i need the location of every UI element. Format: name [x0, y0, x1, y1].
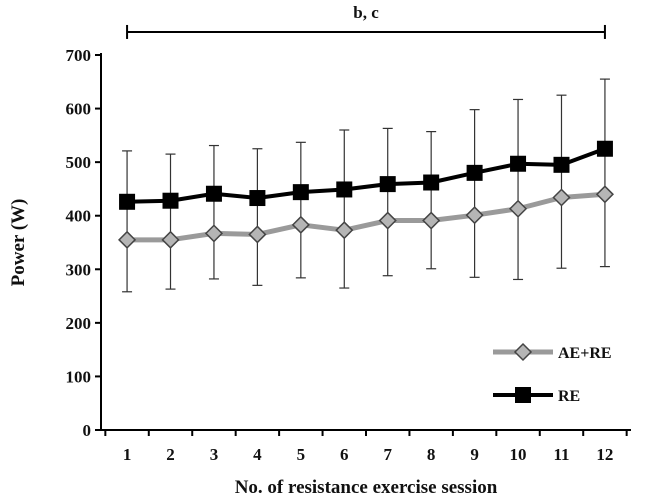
y-tick-label: 600	[66, 100, 92, 119]
annotation-text: b, c	[353, 3, 379, 22]
x-tick-label: 4	[253, 445, 262, 464]
data-point-ae-re	[118, 230, 137, 249]
annotation-bracket: b, c	[126, 3, 606, 39]
x-tick-label: 5	[297, 445, 306, 464]
x-tick-label: 10	[510, 445, 527, 464]
data-point-ae-re	[248, 225, 267, 244]
series-markers	[118, 140, 614, 249]
data-point-re	[466, 164, 483, 181]
data-point-re	[553, 156, 570, 173]
series-line-ae-re	[127, 191, 606, 243]
data-point-re	[423, 174, 440, 191]
data-point-re	[205, 185, 222, 202]
data-point-re	[292, 184, 309, 201]
y-tick-label: 100	[66, 367, 92, 386]
x-tick-label: 6	[340, 445, 349, 464]
error-bars	[122, 78, 610, 293]
data-point-ae-re	[508, 199, 528, 218]
x-tick-label: 12	[596, 445, 613, 464]
series-line-re	[127, 146, 606, 204]
legend-label-ae-re: AE+RE	[558, 345, 612, 362]
x-tick-label: 2	[166, 445, 175, 464]
x-tick-label: 7	[383, 445, 392, 464]
data-point-re	[336, 181, 353, 198]
data-point-ae-re	[204, 224, 224, 243]
series-lines	[127, 146, 606, 243]
y-axis-title: Power (W)	[8, 199, 29, 287]
legend-marker-ae-re	[513, 342, 533, 362]
x-tick-label: 1	[123, 445, 132, 464]
data-point-re	[510, 155, 527, 172]
y-tick-label: 500	[66, 153, 92, 172]
y-tick-label: 0	[83, 421, 92, 440]
data-point-re	[249, 190, 266, 207]
legend-marker-re	[515, 387, 531, 403]
y-tick-label: 700	[66, 46, 92, 65]
data-point-re	[162, 192, 179, 209]
data-point-ae-re	[335, 221, 354, 240]
data-point-re	[119, 193, 136, 210]
data-point-ae-re	[552, 188, 571, 207]
data-point-ae-re	[595, 185, 614, 204]
legend: AE+RE RE	[493, 342, 612, 405]
x-tick-label: 8	[427, 445, 436, 464]
data-point-ae-re	[161, 230, 180, 249]
y-tick-label: 200	[66, 314, 92, 333]
data-point-ae-re	[291, 215, 310, 234]
data-point-ae-re	[378, 211, 397, 230]
data-point-re	[379, 176, 396, 193]
x-tick-label: 9	[470, 445, 479, 464]
legend-label-re: RE	[558, 388, 580, 405]
data-point-re	[596, 140, 613, 157]
y-tick-label: 300	[66, 260, 92, 279]
data-point-ae-re	[422, 211, 441, 230]
y-tick-label: 400	[66, 207, 92, 226]
x-tick-label: 11	[553, 445, 569, 464]
x-axis-title: No. of resistance exercise session	[235, 477, 498, 498]
data-point-ae-re	[465, 206, 484, 225]
x-tick-label: 3	[210, 445, 219, 464]
